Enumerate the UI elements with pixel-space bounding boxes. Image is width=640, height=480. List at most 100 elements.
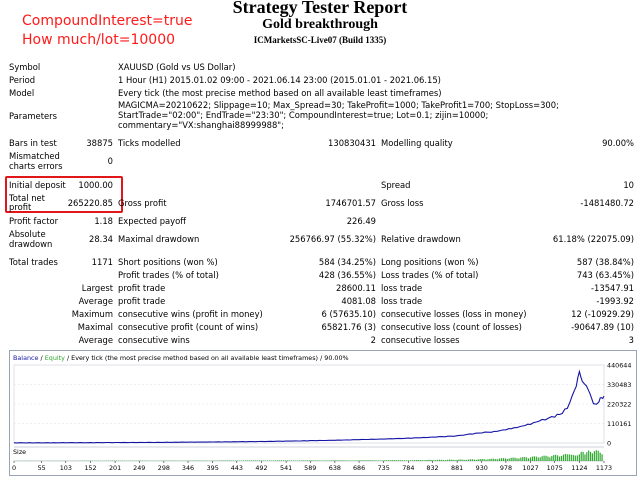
x-tick-label: 881 (451, 464, 463, 472)
largest-profit-value: 28600.11 (336, 283, 376, 293)
ticks-value: 130830431 (328, 138, 376, 148)
x-tick-label: 55 (38, 464, 46, 472)
max-consecutive-losses-value: 12 (-10929.29) (571, 309, 634, 319)
y-tick-label: 440644 (607, 362, 631, 370)
relative-drawdown-label: Relative drawdown (381, 234, 461, 244)
loss-trades-label: Loss trades (% of total) (381, 270, 479, 280)
net-profit-label-1: Total net (9, 193, 45, 203)
absolute-drawdown-label-1: Absolute (9, 229, 46, 239)
x-tick-label: 346 (182, 464, 194, 472)
report-server: ICMarketsSC-Live07 (Build 1335) (253, 35, 387, 45)
maximal-consecutive-loss-label: consecutive loss (count of losses) (381, 322, 522, 332)
maximal-consecutive-profit-label: consecutive profit (count of wins) (118, 322, 259, 332)
spread-value: 10 (623, 180, 634, 190)
x-tick-label: 832 (426, 464, 438, 472)
largest-label: Largest (81, 283, 113, 293)
mismatch-value: 0 (107, 156, 113, 166)
gross-loss-value: -1481480.72 (580, 198, 634, 208)
x-tick-label: 443 (231, 464, 243, 472)
model-label: Model (9, 88, 35, 98)
maximal-drawdown-label: Maximal drawdown (118, 234, 200, 244)
legend-separator: / (38, 354, 45, 362)
max-consecutive-losses-label: consecutive losses (loss in money) (381, 309, 527, 319)
profit-trades-label: Profit trades (% of total) (118, 270, 219, 280)
period-label: Period (9, 75, 36, 85)
largest-loss-value: -13547.91 (591, 283, 634, 293)
x-tick-label: 1173 (596, 464, 612, 472)
size-label: Size (13, 448, 27, 456)
x-tick-label: 103 (60, 464, 72, 472)
average-profit-label: profit trade (118, 296, 166, 306)
parameters-line2: StartTrade="02:00"; EndTrade="23:30"; Co… (118, 110, 489, 120)
quality-label: Modelling quality (381, 138, 453, 148)
x-tick-label: 930 (476, 464, 488, 472)
legend-balance: Balance (13, 354, 39, 362)
parameters-line3: commentary="VX:shanghai88999988"; (118, 120, 284, 130)
maximum-label: Maximum (71, 309, 113, 319)
x-tick-label: 686 (353, 464, 365, 472)
chart-svg: 440644 330483 220322 110161 0 0 55 103 152 201 249… (12, 362, 631, 473)
total-trades-label: Total trades (9, 257, 58, 267)
expected-payoff-label: Expected payoff (118, 216, 187, 226)
x-tick-label: 978 (500, 464, 512, 472)
spread-label: Spread (381, 180, 411, 190)
x-tick-label: 1075 (547, 464, 563, 472)
x-tick-label: 1124 (571, 464, 587, 472)
max-consecutive-wins-label: consecutive wins (profit in money) (118, 309, 263, 319)
loss-trades-value: 743 (63.45%) (576, 270, 634, 280)
long-positions-value: 587 (38.84%) (576, 257, 634, 267)
largest-loss-label: loss trade (381, 283, 423, 293)
average-consecutive-wins-value: 2 (370, 335, 376, 345)
y-tick-label: 110161 (607, 420, 631, 428)
x-tick-label: 298 (158, 464, 170, 472)
profit-factor-value: 1.18 (94, 216, 113, 226)
max-consecutive-wins-value: 6 (57635.10) (321, 309, 377, 319)
overlay-lot-text: How much/lot=10000 (22, 32, 176, 48)
legend-description: / Every tick (the most precise method ba… (64, 354, 349, 362)
maximal-label: Maximal (77, 322, 113, 332)
short-positions-value: 584 (34.25%) (318, 257, 376, 267)
x-tick-label: 638 (329, 464, 341, 472)
initial-deposit-label: Initial deposit (9, 180, 66, 190)
total-trades-value: 1171 (91, 257, 113, 267)
report-title: Strategy Tester Report (232, 0, 408, 17)
average-consecutive-label: Average (78, 335, 113, 345)
average-consecutive-wins-label: consecutive wins (118, 335, 190, 345)
x-tick-label: 0 (12, 464, 16, 472)
legend-equity: Equity (44, 354, 65, 362)
relative-drawdown-value: 61.18% (22075.09) (552, 234, 634, 244)
parameters-line1: MAGICMA=20210622; Slippage=10; Max_Sprea… (118, 100, 559, 110)
long-positions-label: Long positions (won %) (381, 257, 479, 267)
bars-label: Bars in test (9, 138, 57, 148)
net-profit-value: 265220.85 (67, 198, 113, 208)
x-tick-label: 152 (84, 464, 96, 472)
period-value: 1 Hour (H1) 2015.01.02 09:00 - 2021.06.1… (118, 75, 441, 85)
profit-trades-value: 428 (36.55%) (318, 270, 376, 280)
balance-chart: Balance / Equity / Every tick (the most … (9, 350, 637, 476)
profit-factor-label: Profit factor (9, 216, 59, 226)
short-positions-label: Short positions (won %) (118, 257, 218, 267)
average-loss-value: -1993.92 (596, 296, 634, 306)
gross-profit-label: Gross profit (118, 198, 167, 208)
gross-loss-label: Gross loss (381, 198, 424, 208)
largest-profit-label: profit trade (118, 283, 166, 293)
absolute-drawdown-label-2: drawdown (9, 239, 53, 249)
x-tick-label: 589 (304, 464, 316, 472)
y-tick-label: 220322 (607, 401, 631, 409)
overlay-compound-text: CompoundInterest=true (22, 13, 193, 29)
quality-value: 90.00% (602, 138, 634, 148)
symbol-label: Symbol (9, 62, 41, 72)
highlight-box (5, 176, 123, 213)
maximal-consecutive-profit-value: 65821.76 (3) (321, 322, 377, 332)
y-tick-label: 0 (607, 440, 611, 448)
model-value: Every tick (the most precise method base… (118, 88, 442, 98)
report-subtitle: Gold breakthrough (262, 17, 378, 32)
gross-profit-value: 1746701.57 (325, 198, 376, 208)
parameters-label: Parameters (9, 111, 57, 121)
maximal-drawdown-value: 256766.97 (55.32%) (289, 234, 376, 244)
average-label: Average (78, 296, 113, 306)
x-tick-label: 1027 (522, 464, 538, 472)
bars-value: 38875 (86, 138, 113, 148)
x-tick-label: 492 (255, 464, 267, 472)
average-consecutive-losses-value: 3 (628, 335, 634, 345)
